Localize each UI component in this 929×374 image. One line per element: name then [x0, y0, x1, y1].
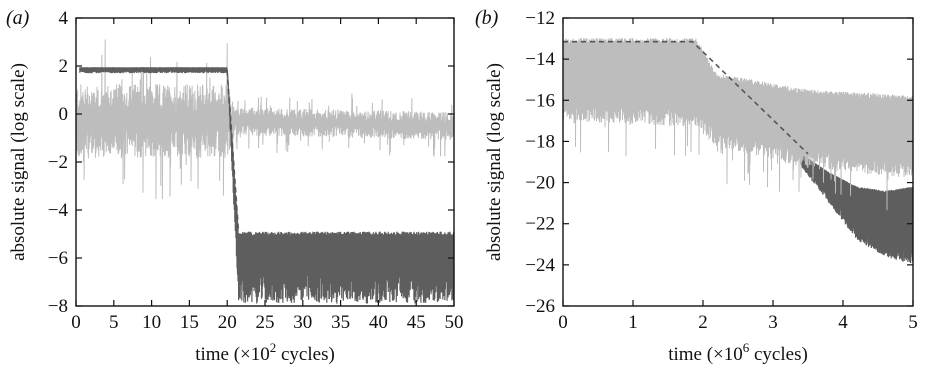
- noise-series-b-1: [563, 38, 913, 211]
- y-tick-label-a-2: 0: [59, 104, 69, 125]
- x-tick-label-b-5: 5: [908, 312, 918, 333]
- series-layer-a: [76, 39, 454, 304]
- y-tick-label-b-4: −20: [525, 173, 555, 194]
- band-series-a-1: [79, 67, 454, 304]
- dashed-fit-line-b: [563, 40, 809, 155]
- tick-layer-b: 0 1 2 3 4 5 −12 −14 −16 −18 −20 −22 −24 −26: [525, 8, 917, 333]
- x-tick-label-a-3: 15: [180, 312, 199, 333]
- chart-panel-b: 0 1 2 3 4 5 −12 −14 −16 −18 −20 −22 −24 −26 (b) time …: [475, 7, 918, 365]
- x-axis-label-b: time (×106 cycles): [668, 340, 808, 365]
- x-axis-label-a: time (×102 cycles): [195, 340, 335, 365]
- x-tick-label-a-9: 45: [407, 312, 426, 333]
- x-tick-label-a-1: 5: [109, 312, 119, 333]
- y-tick-label-a-6: −8: [48, 296, 68, 317]
- x-tick-label-b-0: 0: [558, 312, 568, 333]
- series-layer-b: [563, 38, 913, 264]
- y-tick-label-a-4: −4: [48, 200, 69, 221]
- x-tick-label-a-4: 20: [218, 312, 237, 333]
- x-tick-label-b-3: 3: [768, 312, 778, 333]
- y-tick-label-a-1: 2: [59, 56, 69, 77]
- x-tick-label-b-2: 2: [698, 312, 708, 333]
- y-tick-label-b-5: −22: [525, 214, 555, 235]
- x-tick-label-a-0: 0: [71, 312, 81, 333]
- y-tick-label-b-0: −12: [525, 8, 555, 29]
- y-tick-label-b-6: −24: [525, 255, 555, 276]
- band-series-b-0: [800, 153, 913, 264]
- y-tick-label-a-0: 4: [59, 8, 69, 29]
- x-tick-label-a-5: 25: [256, 312, 275, 333]
- plot-frame-b: [562, 17, 914, 307]
- y-tick-label-b-1: −14: [525, 49, 555, 70]
- x-tick-label-a-10: 50: [445, 312, 464, 333]
- x-tick-label-a-2: 10: [142, 312, 161, 333]
- y-tick-label-b-3: −18: [525, 131, 555, 152]
- panel-label-b: (b): [475, 7, 499, 29]
- y-tick-label-b-2: −16: [525, 90, 555, 111]
- x-tick-label-b-4: 4: [838, 312, 848, 333]
- y-tick-label-a-5: −6: [48, 248, 68, 269]
- y-tick-label-b-7: −26: [525, 296, 555, 317]
- noise-series-a-0: [76, 39, 454, 200]
- x-tick-label-a-8: 40: [369, 312, 388, 333]
- panel-label-a: (a): [6, 7, 30, 29]
- x-tick-label-a-7: 35: [331, 312, 350, 333]
- y-axis-label-a: absolute signal (log scale): [8, 63, 29, 261]
- x-tick-label-b-1: 1: [628, 312, 638, 333]
- y-axis-label-b: absolute signal (log scale): [484, 63, 505, 261]
- y-tick-label-a-3: −2: [48, 152, 68, 173]
- x-tick-label-a-6: 30: [293, 312, 312, 333]
